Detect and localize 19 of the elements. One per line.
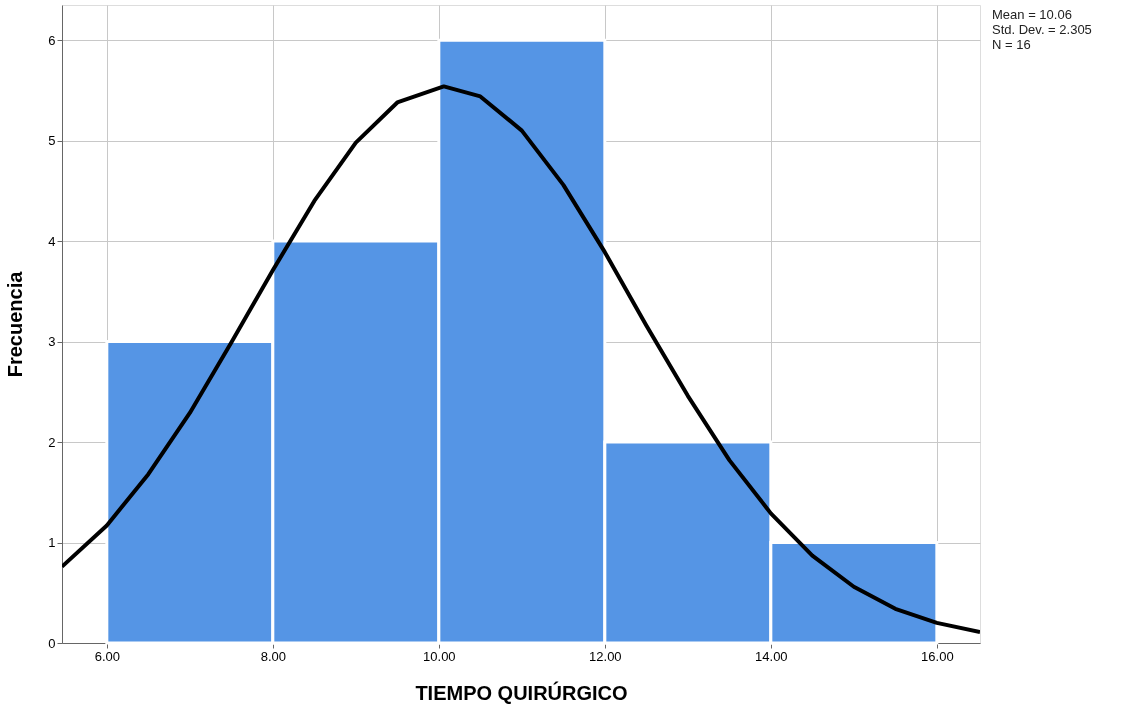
y-tick-label: 4	[48, 233, 56, 249]
y-tick-label: 0	[48, 635, 56, 651]
x-tick-label: 6.00	[94, 648, 120, 664]
text: Std. Dev. = 2.305	[992, 22, 1092, 37]
y-tick-label: 5	[48, 133, 56, 149]
y-tick-label: 6	[48, 32, 56, 48]
y-axis-title: Frecuencia	[4, 270, 27, 378]
text: N = 16	[992, 37, 1031, 52]
x-axis-title: TIEMPO QUIRÚRGICO	[415, 680, 628, 704]
x-tick-label: 10.00	[423, 648, 456, 664]
y-tick-label: 3	[48, 334, 56, 350]
line-series	[62, 84, 980, 634]
text: Mean = 10.06	[992, 7, 1072, 22]
x-tick-label: 8.00	[260, 648, 286, 664]
y-tick-label: 1	[48, 535, 56, 551]
x-tick-label: 12.00	[589, 648, 622, 664]
x-tick-label: 16.00	[921, 648, 954, 664]
y-tick-label: 2	[48, 434, 56, 450]
x-tick-label: 14.00	[755, 648, 788, 664]
